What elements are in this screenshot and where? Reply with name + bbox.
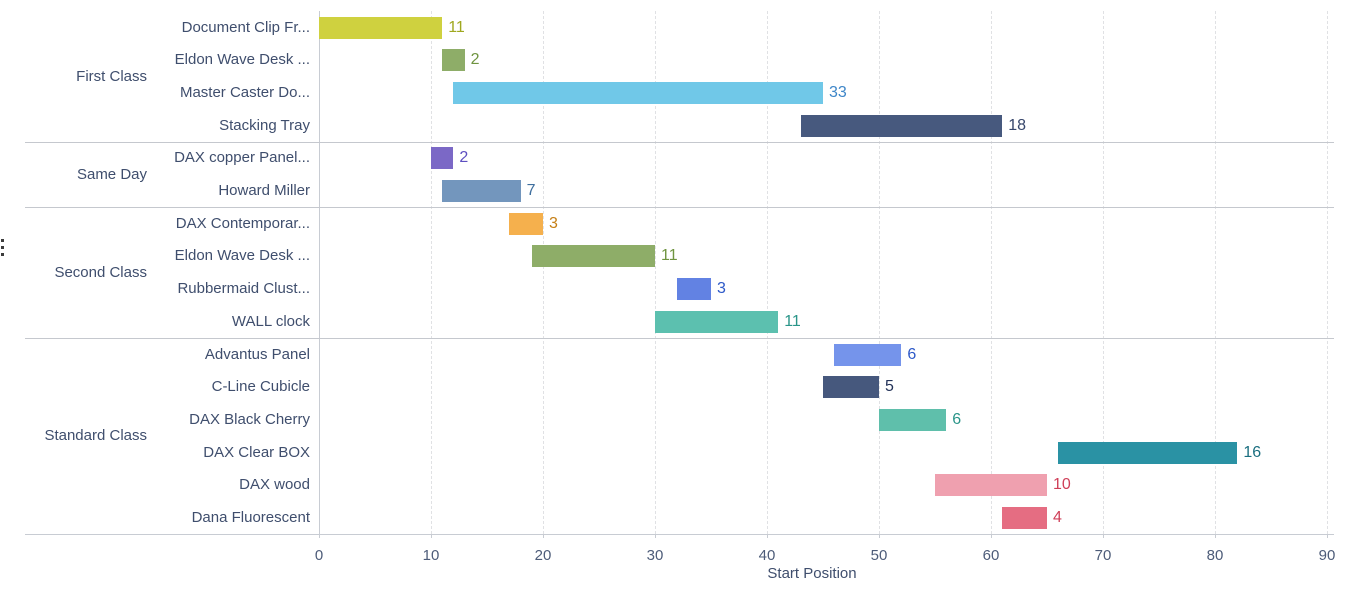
gridline <box>543 11 544 534</box>
x-axis-tick <box>991 534 992 538</box>
bar-value-label: 18 <box>1008 116 1026 134</box>
x-axis-tick <box>431 534 432 538</box>
bar-value-label: 33 <box>829 83 847 101</box>
category-label: Howard Miller <box>218 182 310 199</box>
x-axis-tick-label: 60 <box>982 547 1000 564</box>
group-separator <box>25 207 1334 209</box>
category-label: Advantus Panel <box>204 345 310 363</box>
bar-value-label: 11 <box>448 18 465 36</box>
bar-value-label: 3 <box>717 280 726 298</box>
x-axis-tick-label: 40 <box>758 547 776 564</box>
group-separator <box>25 141 1334 143</box>
bar-value-label: 4 <box>1053 509 1062 526</box>
category-label: WALL clock <box>231 312 310 330</box>
category-label: Rubbermaid Clust... <box>177 280 310 298</box>
category-label: DAX Clear BOX <box>203 443 310 461</box>
gridline <box>1103 11 1104 534</box>
x-axis-tick <box>1215 534 1216 538</box>
gantt-bar[interactable] <box>319 16 443 39</box>
x-axis-tick-label: 70 <box>1094 547 1112 564</box>
gridline <box>1327 11 1328 534</box>
gantt-bar[interactable] <box>823 376 879 399</box>
y-axis-line <box>319 11 320 534</box>
x-axis-tick-label: 20 <box>534 547 552 564</box>
bar-value-label: 6 <box>907 345 917 363</box>
gantt-bar[interactable] <box>509 212 543 235</box>
gantt-bar[interactable] <box>935 474 1047 497</box>
category-label: Dana Fluorescent <box>191 509 310 526</box>
bar-value-label: 3 <box>549 214 558 232</box>
group-separator <box>25 338 1334 340</box>
x-axis-tick <box>543 534 544 538</box>
bar-value-label: 5 <box>885 378 894 396</box>
ellipsis-dot <box>1 246 4 249</box>
ellipsis-dot <box>1 239 4 242</box>
x-axis-tick <box>1103 534 1104 538</box>
x-axis-tick-label: 0 <box>314 547 324 564</box>
x-axis-tick-label: 50 <box>870 547 888 564</box>
gridline <box>431 11 432 534</box>
x-axis-tick <box>1327 534 1328 538</box>
group-label: First Class <box>76 67 147 85</box>
category-label: Eldon Wave Desk ... <box>174 247 310 265</box>
category-label: DAX wood <box>239 476 310 494</box>
category-label: Master Caster Do... <box>179 83 310 101</box>
bar-value-label: 11 <box>661 247 678 265</box>
x-axis-tick-label: 30 <box>646 547 664 564</box>
gantt-bar[interactable] <box>431 147 454 170</box>
gantt-bar[interactable] <box>453 81 823 104</box>
category-label: DAX copper Panel... <box>174 149 310 167</box>
gantt-bar[interactable] <box>531 245 655 268</box>
x-axis-title: Start Position <box>767 565 857 582</box>
gantt-bar[interactable] <box>1002 507 1047 529</box>
x-axis-tick-label: 80 <box>1206 547 1224 564</box>
category-label: C-Line Cubicle <box>211 378 310 396</box>
x-axis-tick <box>767 534 768 538</box>
bar-value-label: 16 <box>1243 443 1262 461</box>
bar-value-label: 10 <box>1053 476 1071 494</box>
category-label: DAX Black Cherry <box>189 410 310 428</box>
bar-value-label: 2 <box>459 149 469 167</box>
bar-value-label: 11 <box>784 312 801 330</box>
ellipsis-dot <box>1 253 4 256</box>
category-label: DAX Contemporar... <box>175 214 310 232</box>
gridline <box>1215 11 1216 534</box>
gantt-bar[interactable] <box>879 408 947 431</box>
gantt-bar[interactable] <box>442 49 465 72</box>
gridline <box>991 11 992 534</box>
gridline <box>655 11 656 534</box>
category-label: Eldon Wave Desk ... <box>174 51 310 69</box>
x-axis-tick-label: 90 <box>1318 547 1336 564</box>
bar-value-label: 6 <box>952 410 962 428</box>
more-options-icon[interactable] <box>0 236 8 260</box>
gantt-bar[interactable] <box>655 310 779 333</box>
gantt-bar[interactable] <box>834 343 902 366</box>
x-axis-tick <box>655 534 656 538</box>
x-axis-tick-label: 10 <box>422 547 440 564</box>
group-label: Standard Class <box>44 427 147 445</box>
gridline <box>767 11 768 534</box>
bar-value-label: 2 <box>470 51 480 69</box>
gantt-bar[interactable] <box>677 278 711 301</box>
category-label: Document Clip Fr... <box>181 18 310 36</box>
gantt-bar[interactable] <box>442 180 521 202</box>
gantt-bar[interactable] <box>1058 441 1238 464</box>
gantt-bar[interactable] <box>800 114 1003 137</box>
category-label: Stacking Tray <box>219 116 310 134</box>
x-axis-line <box>25 534 1334 535</box>
x-axis-tick <box>879 534 880 538</box>
gridline <box>879 11 880 534</box>
x-axis-tick <box>319 534 320 538</box>
bar-value-label: 7 <box>526 182 536 199</box>
group-label: Second Class <box>54 263 147 281</box>
group-label: Same Day <box>76 165 147 183</box>
